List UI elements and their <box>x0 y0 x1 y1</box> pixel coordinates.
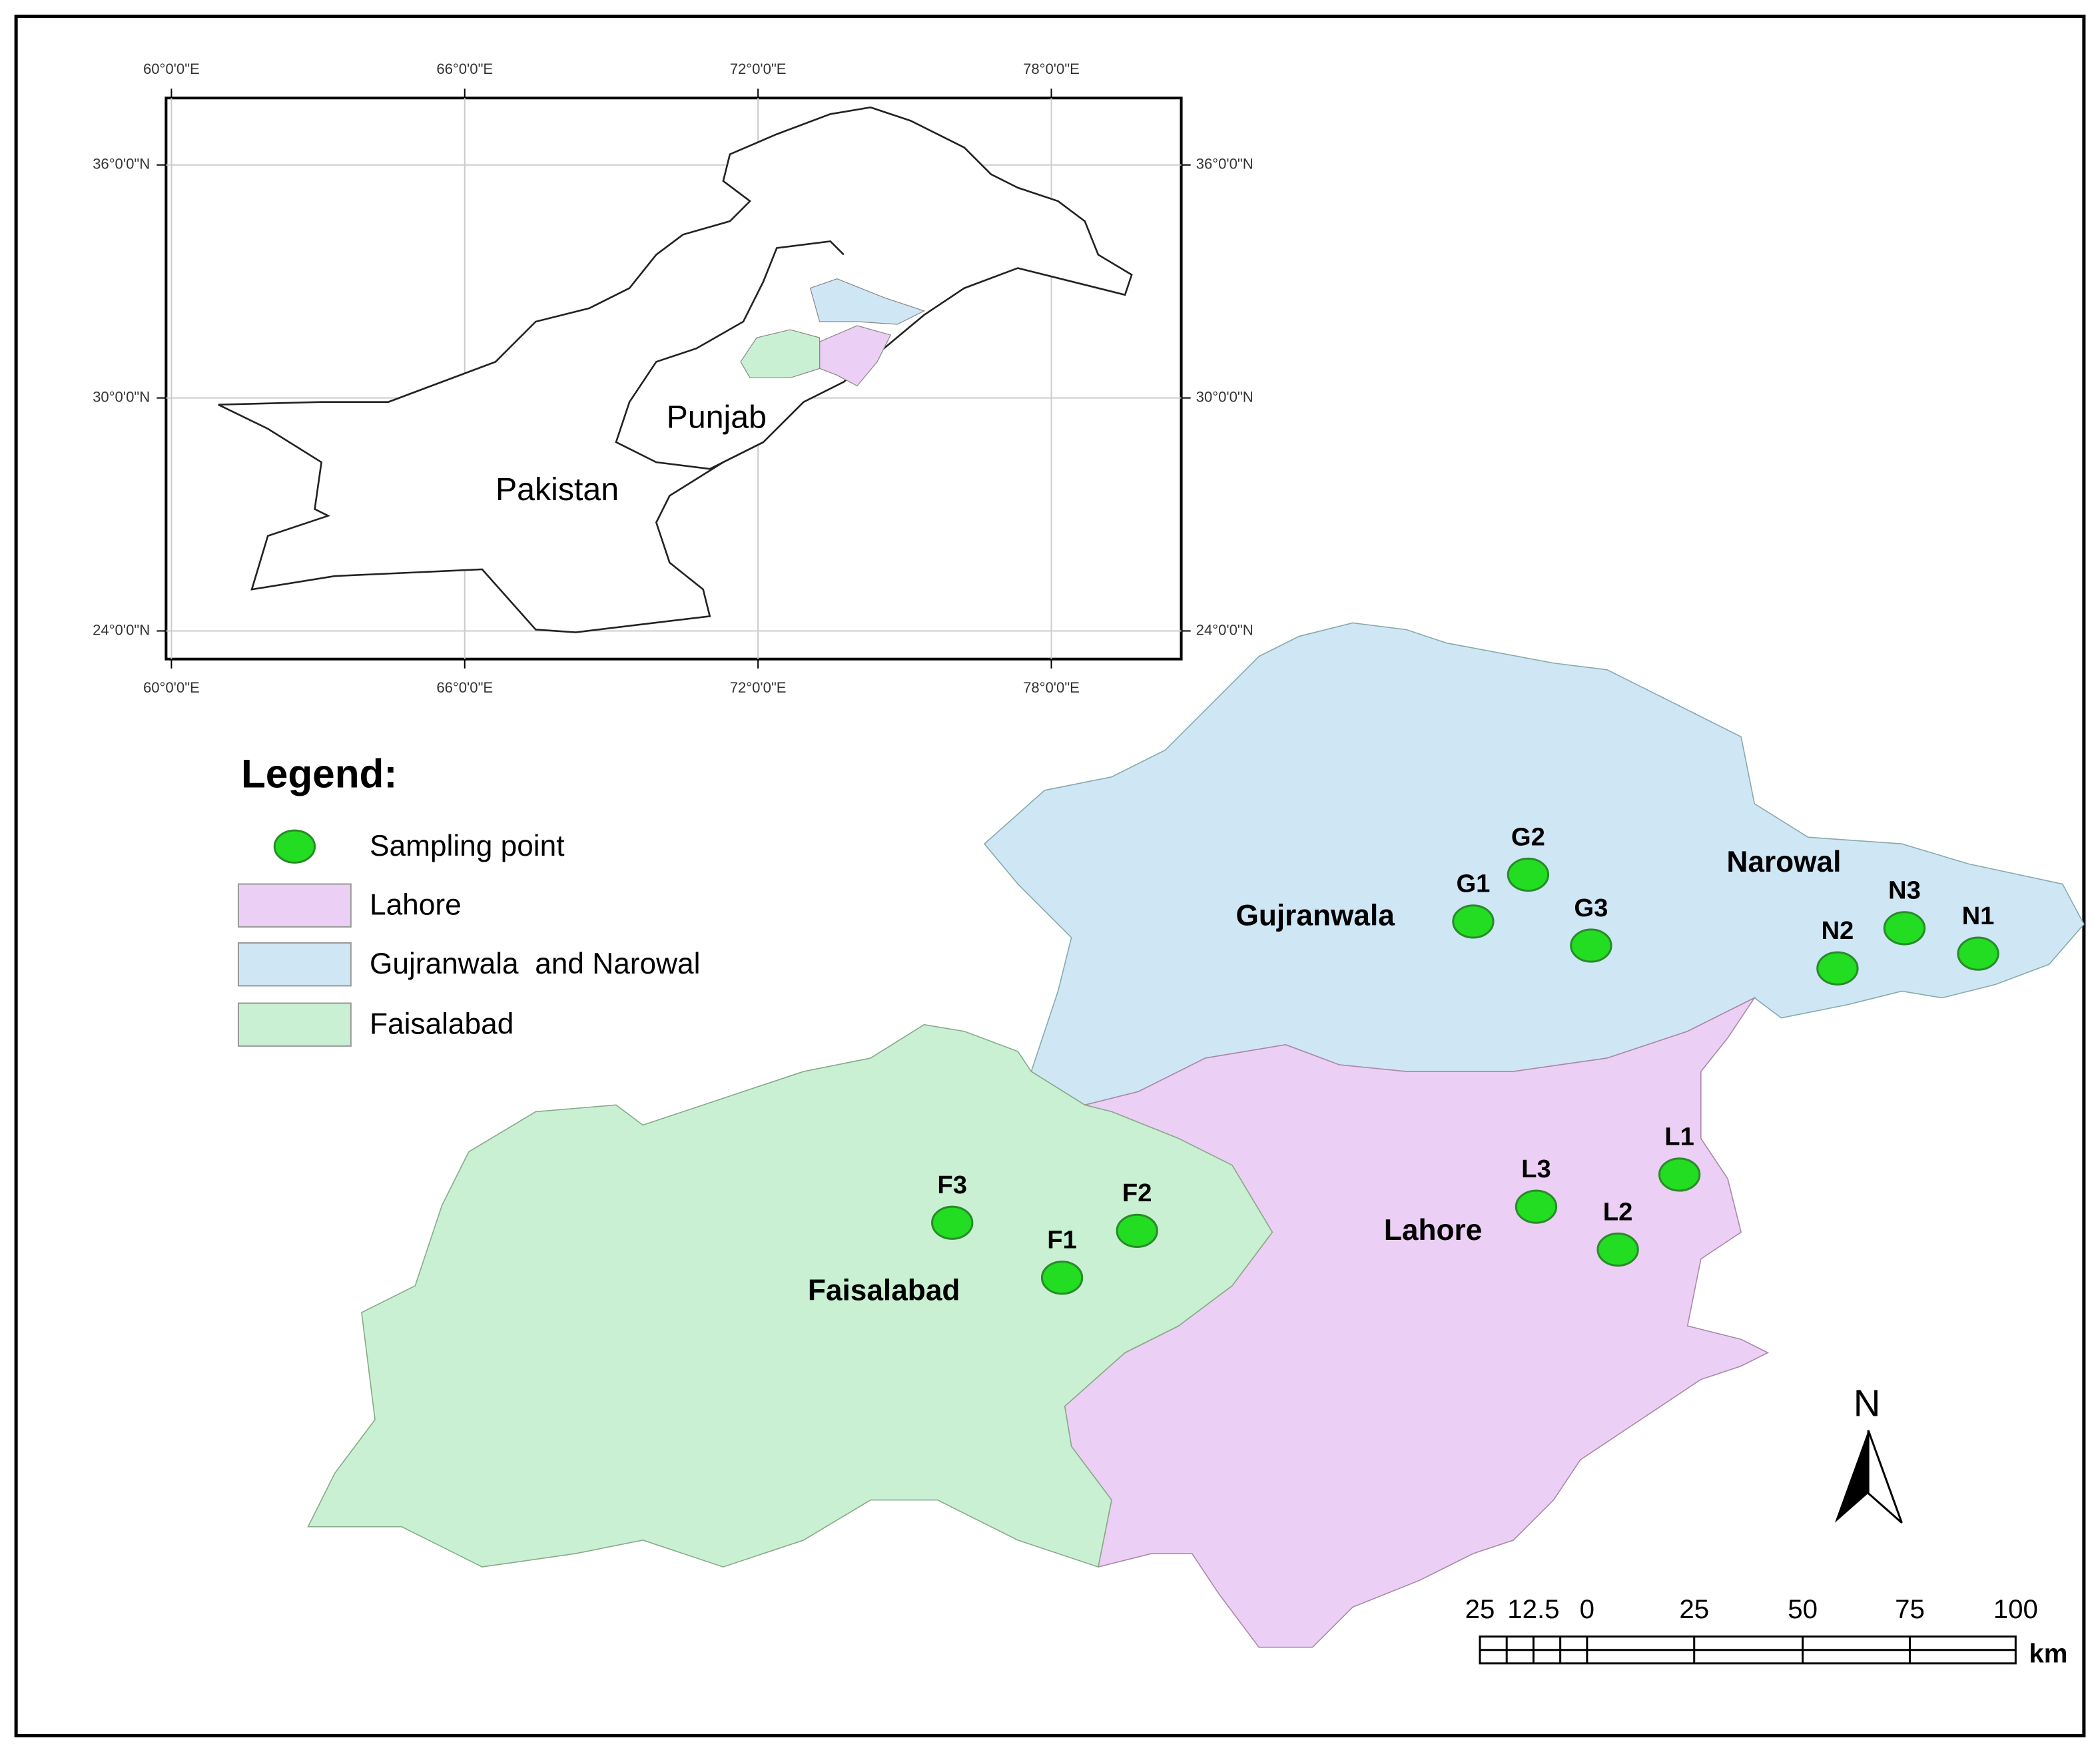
legend-label: Sampling point <box>370 830 565 862</box>
longitude-label: 60°0'0"E <box>143 61 200 77</box>
scale-bar <box>1479 1635 2017 1665</box>
sampling-point <box>1570 928 1612 963</box>
inset-faisalabad <box>740 329 821 379</box>
sampling-point-label: L1 <box>1664 1123 1694 1151</box>
legend-swatch <box>273 829 316 864</box>
legend-swatch <box>237 883 352 928</box>
scale-label: 12.5 <box>1507 1594 1559 1624</box>
region-faisalabad <box>307 1024 1273 1568</box>
legend-label: Gujranwala and Narowal <box>370 948 700 980</box>
legend-title: Legend: <box>241 751 398 796</box>
latitude-label: 24°0'0"N <box>1196 621 1253 638</box>
latitude-label: 30°0'0"N <box>93 388 150 405</box>
sampling-point-label: N1 <box>1962 902 1995 930</box>
sampling-point <box>1816 951 1859 986</box>
scale-label: 0 <box>1580 1594 1594 1624</box>
sampling-point <box>1452 904 1495 939</box>
region-label: Lahore <box>1384 1214 1482 1247</box>
longitude-label: 60°0'0"E <box>143 679 200 696</box>
longitude-label: 66°0'0"E <box>436 61 493 77</box>
longitude-label: 66°0'0"E <box>436 679 493 696</box>
scale-label: 25 <box>1679 1594 1709 1624</box>
latitude-label: 24°0'0"N <box>93 621 150 638</box>
latitude-label: 30°0'0"N <box>1196 388 1253 405</box>
latitude-label: 36°0'0"N <box>93 156 150 172</box>
longitude-label: 78°0'0"E <box>1023 679 1080 696</box>
sampling-point-label: F2 <box>1122 1179 1152 1207</box>
sampling-point-label: F1 <box>1047 1226 1077 1255</box>
north-label: N <box>1854 1382 1881 1424</box>
sampling-point-label: N2 <box>1821 916 1854 945</box>
place-label: Punjab <box>667 400 767 436</box>
region-label: Narowal <box>1726 846 1841 878</box>
sampling-point-label: N3 <box>1888 876 1921 905</box>
legend-label: Faisalabad <box>370 1008 514 1040</box>
north-arrow <box>1867 1430 1903 1524</box>
sampling-point-label: G2 <box>1511 822 1545 851</box>
scale-label: 75 <box>1895 1594 1925 1624</box>
longitude-label: 72°0'0"E <box>730 61 787 77</box>
longitude-label: 78°0'0"E <box>1023 61 1080 77</box>
sampling-point <box>1040 1261 1084 1295</box>
sampling-point-label: L2 <box>1603 1197 1633 1226</box>
inset-map: Punjab Pakistan <box>157 89 1191 669</box>
inset-lahore <box>819 325 892 387</box>
sampling-point-label: G1 <box>1456 870 1490 898</box>
map-border <box>14 15 2086 1737</box>
legend-swatch <box>237 942 352 987</box>
region-label: Gujranwala <box>1235 900 1395 932</box>
sampling-point <box>1957 936 1999 971</box>
sampling-point <box>1658 1157 1701 1192</box>
inset-gujranwala-narowal <box>809 278 926 325</box>
legend-swatch <box>237 1002 352 1047</box>
sampling-point <box>1515 1189 1558 1224</box>
legend-label: Lahore <box>370 888 462 921</box>
punjab-boundary <box>615 240 845 470</box>
sampling-point-label: G3 <box>1574 894 1608 922</box>
sampling-point <box>1883 911 1926 946</box>
pakistan-outline <box>218 106 1133 633</box>
scale-label: 25 <box>1465 1594 1495 1624</box>
sampling-point <box>1116 1213 1158 1248</box>
scale-label: 100 <box>1993 1594 2038 1624</box>
region-label: Faisalabad <box>808 1275 960 1307</box>
sampling-point <box>931 1205 974 1240</box>
longitude-label: 72°0'0"E <box>730 679 787 696</box>
sampling-point <box>1507 857 1550 892</box>
place-label: Pakistan <box>496 471 619 507</box>
sampling-point <box>1596 1232 1639 1267</box>
scale-label: 50 <box>1788 1594 1818 1624</box>
latitude-label: 36°0'0"N <box>1196 156 1253 172</box>
scale-unit: km <box>2029 1638 2067 1668</box>
sampling-point-label: L3 <box>1521 1155 1551 1183</box>
sampling-point-label: F3 <box>937 1171 967 1199</box>
